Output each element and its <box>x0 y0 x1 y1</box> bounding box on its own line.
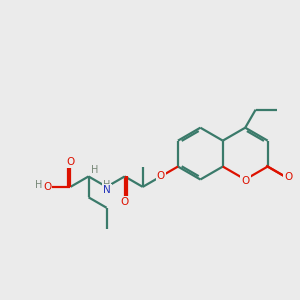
Text: O: O <box>43 182 51 192</box>
Text: O: O <box>66 157 75 167</box>
Text: H: H <box>91 165 99 175</box>
Text: O: O <box>284 172 293 182</box>
Text: H: H <box>35 180 43 190</box>
Text: H: H <box>103 180 110 190</box>
Text: O: O <box>157 171 165 182</box>
Text: O: O <box>241 176 249 186</box>
Text: N: N <box>103 185 110 196</box>
Text: O: O <box>121 197 129 207</box>
